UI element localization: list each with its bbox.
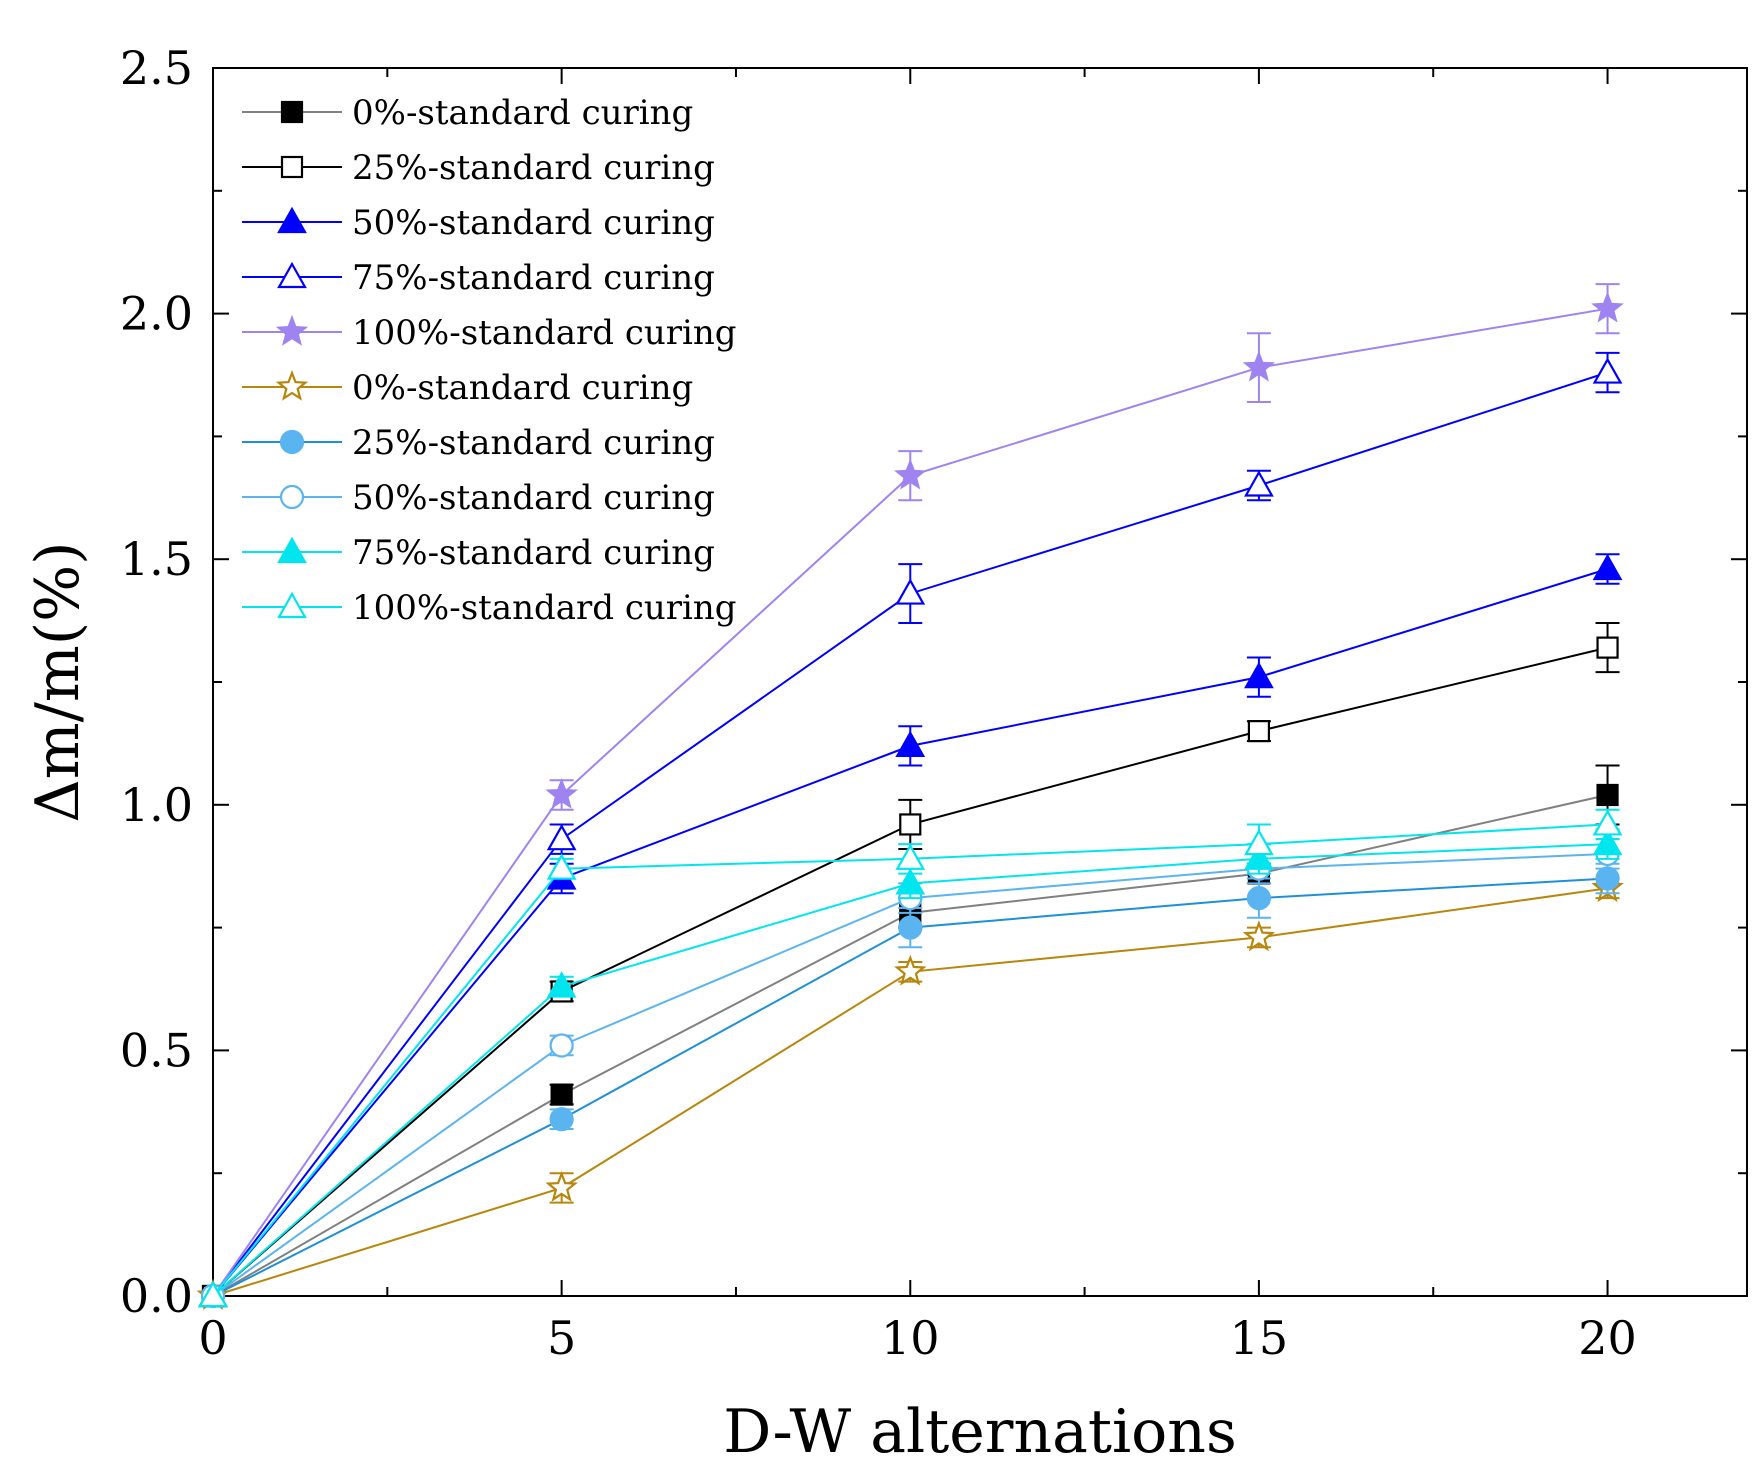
series-line	[212, 887, 1608, 1297]
x-tick-label: 10	[881, 1311, 940, 1365]
data-point	[546, 853, 577, 880]
legend-label: 25%-standard curing	[352, 148, 715, 188]
data-point	[1592, 828, 1623, 856]
data-point	[549, 1107, 574, 1132]
legend-label: 0%-standard curing	[352, 368, 693, 408]
data-point	[198, 1280, 228, 1308]
legend-marker	[279, 484, 305, 510]
series-9	[198, 808, 1623, 1308]
legend-label: 100%-standard curing	[352, 313, 737, 353]
data-point	[1596, 636, 1619, 659]
plot-area	[212, 67, 1748, 1297]
legend-entry-3: 75%-standard curing	[242, 258, 715, 298]
data-point	[545, 777, 578, 809]
legend-entry-2: 50%-standard curing	[242, 203, 715, 243]
legend-marker	[277, 536, 307, 564]
data-point	[895, 843, 926, 870]
legend-label: 50%-standard curing	[352, 203, 715, 243]
legend-marker	[275, 314, 309, 346]
data-point	[549, 1033, 574, 1058]
y-tick-label: 1.0	[120, 778, 193, 832]
legend-entry-1: 25%-standard curing	[242, 148, 715, 188]
data-point	[895, 868, 926, 895]
y-tick-label: 2.0	[120, 287, 193, 341]
y-tick-label: 0.5	[120, 1023, 193, 1077]
data-point	[894, 954, 927, 986]
data-point	[1244, 828, 1274, 856]
legend-marker	[277, 261, 307, 289]
data-point	[1242, 350, 1276, 382]
legend-marker	[280, 155, 304, 179]
legend-marker	[277, 206, 307, 234]
legend-label: 100%-standard curing	[352, 588, 737, 628]
data-point	[1592, 357, 1623, 384]
data-point	[1595, 866, 1620, 891]
legend-marker	[275, 369, 309, 401]
data-point	[1242, 920, 1276, 952]
data-point	[1244, 661, 1274, 689]
x-tick-label: 5	[547, 1311, 576, 1365]
legend: 0%-standard curing 25%-standard curing 50%…	[242, 93, 737, 628]
legend-entry-5: 0%-standard curing	[242, 368, 693, 408]
x-axis-title: D-W alternations	[723, 1397, 1237, 1467]
data-point	[1596, 783, 1619, 807]
legend-entry-9: 100%-standard curing	[242, 588, 737, 628]
legend-label: 25%-standard curing	[352, 423, 715, 463]
data-point	[898, 915, 923, 940]
y-tick-label: 0.0	[120, 1269, 193, 1323]
data-point	[1592, 553, 1623, 581]
legend-entry-4: 100%-standard curing	[242, 313, 737, 353]
data-point	[895, 730, 926, 757]
data-point	[899, 813, 922, 836]
series-4	[196, 283, 1624, 1310]
data-point	[895, 578, 926, 605]
plot-frame	[212, 67, 1748, 1297]
data-point	[1592, 809, 1623, 836]
data-point	[894, 458, 927, 490]
data-point	[550, 1083, 573, 1106]
legend-marker	[279, 429, 305, 455]
x-tick-label: 20	[1578, 1311, 1637, 1365]
data-point	[1246, 886, 1272, 911]
legend-marker	[280, 100, 304, 124]
x-tick-label: 15	[1230, 1311, 1289, 1365]
legend-label: 75%-standard curing	[352, 258, 715, 298]
axis-ticks	[212, 67, 1747, 1297]
legend-marker	[277, 591, 307, 619]
legend-entry-7: 50%-standard curing	[242, 478, 715, 518]
axis-tick-labels: 0 5 10 15 20 0.0 0.5 1.0 1.5 2.0 2.5	[120, 41, 1637, 1365]
series-layer	[196, 283, 1624, 1310]
data-point	[1591, 291, 1624, 323]
data-point	[546, 823, 577, 851]
series-7	[200, 838, 1620, 1309]
data-point	[1244, 470, 1274, 497]
y-tick-label: 2.5	[120, 41, 193, 95]
legend-entry-8: 75%-standard curing	[242, 533, 715, 573]
legend-entry-6: 25%-standard curing	[242, 423, 715, 463]
legend-entry-0: 0%-standard curing	[242, 93, 693, 133]
data-point	[546, 971, 577, 998]
series-6	[200, 862, 1620, 1309]
legend-label: 50%-standard curing	[352, 478, 715, 518]
x-tick-label: 0	[198, 1311, 227, 1365]
legend-label: 0%-standard curing	[352, 93, 693, 133]
legend-label: 75%-standard curing	[352, 533, 715, 573]
y-tick-label: 1.5	[120, 532, 193, 586]
y-axis-title: Δm/m(%)	[23, 541, 93, 822]
data-point	[545, 1170, 578, 1202]
data-point	[1247, 720, 1271, 743]
